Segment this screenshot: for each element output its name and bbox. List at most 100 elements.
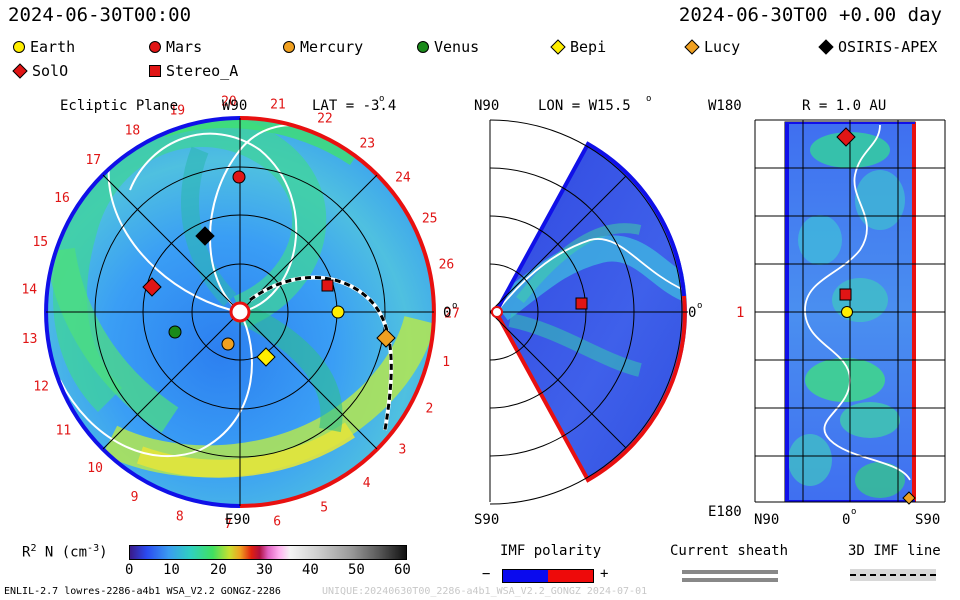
colorbar-tick-0: 0 [125, 562, 134, 578]
bepi-marker-icon [550, 39, 566, 55]
mercury-marker-icon [283, 41, 295, 53]
ecliptic-right-label: 0 [443, 305, 451, 321]
carrington-number: 7 [224, 518, 232, 528]
panels-svg: 20 21222324252627123456789101112131415161… [21, 94, 946, 528]
solo-marker-icon [12, 63, 28, 79]
current-sheath-swatch-top [682, 570, 778, 574]
current-sheath-swatch-bottom [682, 578, 778, 582]
ecliptic-lat-label: LAT = -3.4 [312, 98, 396, 114]
stereo-a-marker-icon [839, 288, 852, 301]
carrington-number: 5 [320, 501, 328, 516]
r1au-map-plot: W180 R = 1.0 AU E180 1 N90 0 o S90 [708, 98, 946, 528]
stereo-a-marker-icon [321, 279, 334, 292]
carrington-number: 3 [398, 442, 406, 457]
legend-mars: Mars [148, 38, 202, 56]
map-mid-label: 1 [736, 305, 744, 321]
imf-line-title: 3D IMF line [848, 543, 941, 559]
legend-bepi: Bepi [550, 38, 606, 56]
ecliptic-right-degree: o [452, 301, 457, 311]
carrington-number: 18 [125, 123, 141, 138]
carrington-number: 22 [317, 112, 333, 127]
sun-icon [491, 306, 503, 318]
legend-mercury: Mercury [282, 38, 363, 56]
carrington-number: 23 [359, 137, 375, 152]
colorbar-gradient [129, 545, 407, 560]
meridional-n90-label: N90 [474, 98, 499, 114]
colorbar-label: R2 N (cm-3) [22, 543, 108, 561]
stereo-a-marker-icon [149, 65, 161, 77]
legend-venus: Venus [416, 38, 479, 56]
carrington-number: 25 [422, 211, 438, 226]
map-s90-label: S90 [915, 512, 940, 528]
imf-polarity-title: IMF polarity [500, 543, 602, 559]
map-w180-label: W180 [708, 98, 742, 114]
venus-marker-icon [168, 325, 182, 339]
carrington-number: 16 [54, 191, 70, 206]
legend-osiris-apex: OSIRIS-APEX [818, 38, 937, 56]
map-density-structures [788, 124, 911, 498]
bepi-marker-icon [256, 347, 276, 367]
meridional-density-structures [496, 223, 688, 377]
colorbar-tick-20: 20 [210, 562, 227, 578]
colorbar-tick-10: 10 [163, 562, 180, 578]
lucy-marker-icon [902, 491, 916, 505]
carrington-number: 27 [444, 306, 460, 321]
carrington-number: 4 [363, 476, 371, 491]
solo-marker-icon [142, 277, 162, 297]
imf-polarity-plus: + [600, 566, 609, 582]
carrington-number: 12 [33, 380, 49, 395]
legend-stereo-a: Stereo_A [148, 62, 238, 80]
right-timestamp: 2024-06-30T00 +0.00 day [678, 4, 942, 26]
earth-marker-icon [841, 306, 853, 318]
meridional-right-degree: o [697, 301, 702, 311]
lucy-marker-icon [684, 39, 700, 55]
mercury-marker-icon [221, 337, 235, 351]
carrington-number: 20 [221, 94, 237, 109]
earth-marker-icon [13, 41, 25, 53]
carrington-number: 21 [270, 97, 286, 112]
ecliptic-bottom-label: E90 [225, 512, 250, 528]
carrington-numbers: 20 21222324252627123456789101112131415161… [21, 94, 459, 528]
carrington-number: 11 [56, 423, 72, 438]
map-zero-label: 0 [842, 512, 850, 528]
lucy-marker-icon [376, 328, 396, 348]
osiris-apex-marker-icon [195, 226, 215, 246]
footer-right: UNIQUE:20240630T00_2286-a4b1_WSA_V2.2_GO… [322, 586, 648, 597]
map-zero-degree: o [851, 507, 856, 517]
carrington-number: 6 [273, 515, 281, 528]
carrington-number: 26 [439, 258, 455, 273]
meridional-plane-plot: N90 LON = W15.5 o S90 0 o [474, 94, 702, 528]
ecliptic-plane-plot: 20 21222324252627123456789101112131415161… [21, 94, 459, 528]
current-sheath-title: Current sheath [670, 543, 789, 559]
ecliptic-lat-degree: o [379, 94, 384, 104]
map-e180-label: E180 [708, 504, 742, 520]
mars-marker-icon [232, 170, 246, 184]
carrington-number: 24 [395, 170, 411, 185]
colorbar-tick-60: 60 [394, 562, 411, 578]
solo-marker-icon [836, 127, 856, 147]
colorbar-tick-40: 40 [302, 562, 319, 578]
legend-earth: Earth [12, 38, 75, 56]
imf-polarity-bar [502, 569, 594, 583]
meridional-lon-label: LON = W15.5 [538, 98, 631, 114]
meridional-s90-label: S90 [474, 512, 499, 528]
legend-lucy: Lucy [684, 38, 740, 56]
colorbar-tick-50: 50 [348, 562, 365, 578]
map-title: R = 1.0 AU [802, 98, 886, 114]
carrington-number: 13 [22, 332, 38, 347]
imf-polarity-minus: − [482, 566, 491, 582]
carrington-number: 10 [87, 461, 103, 476]
imf-line-swatch [850, 574, 936, 576]
colorbar-tick-30: 30 [256, 562, 273, 578]
osiris-apex-marker-icon [818, 39, 834, 55]
legend-solo: SolO [12, 62, 68, 80]
carrington-number: 1 [442, 355, 450, 370]
ecliptic-density-structures [46, 118, 434, 478]
ecliptic-top-label: W90 [222, 98, 247, 114]
carrington-number: 8 [176, 509, 184, 524]
meridional-lon-degree: o [646, 94, 651, 104]
earth-marker-icon [331, 305, 345, 319]
ecliptic-title: Ecliptic Plane [60, 98, 178, 114]
carrington-number: 19 [169, 104, 185, 119]
